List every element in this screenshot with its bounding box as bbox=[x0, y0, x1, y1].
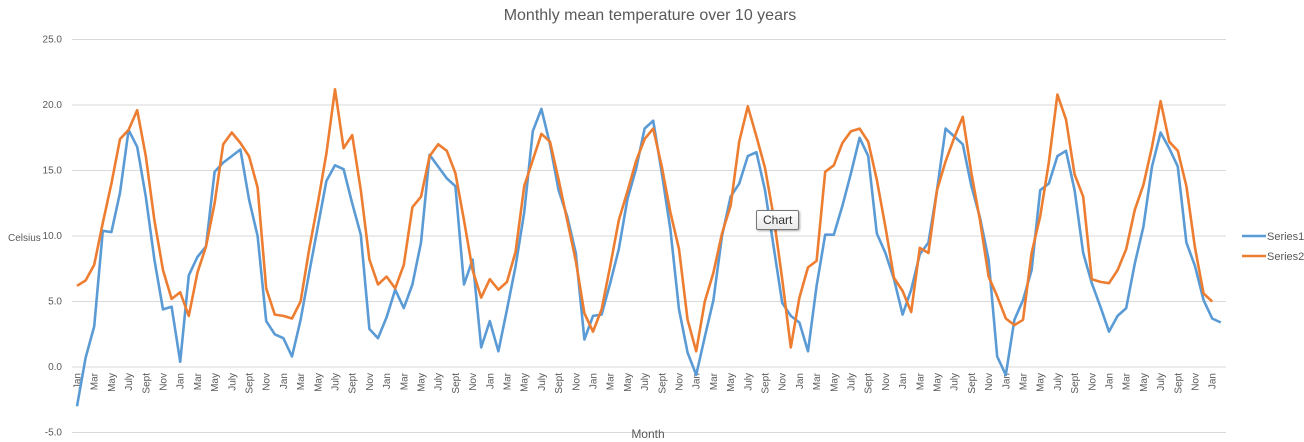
x-tick-label: Nov bbox=[262, 373, 273, 391]
x-tick-label: July bbox=[640, 373, 651, 391]
x-tick-label: July bbox=[331, 373, 342, 391]
x-tick-label: Mar bbox=[193, 372, 204, 390]
chart-tooltip: Chart bbox=[756, 210, 800, 230]
legend: Series1 Series2 bbox=[1242, 231, 1304, 263]
x-tick-label: May bbox=[1036, 373, 1047, 392]
x-tick-label: July bbox=[743, 373, 754, 391]
x-tick-label: Sept bbox=[1173, 373, 1184, 394]
x-tick-label: Mar bbox=[399, 372, 410, 390]
x-tick-label: Sept bbox=[761, 373, 772, 394]
x-tick-label: Sept bbox=[554, 373, 565, 394]
x-tick-label: Jan bbox=[1208, 373, 1219, 389]
x-tick-label: Sept bbox=[141, 373, 152, 394]
x-tick-label: Sept bbox=[451, 373, 462, 394]
x-tick-label: Nov bbox=[159, 373, 170, 391]
x-tick-label: Mar bbox=[90, 372, 101, 390]
x-tick-label: Mar bbox=[296, 372, 307, 390]
x-tick-label: Mar bbox=[1122, 372, 1133, 390]
x-tick-label: Jan bbox=[1105, 373, 1116, 389]
x-tick-label: May bbox=[107, 373, 118, 392]
x-tick-label: May bbox=[210, 373, 221, 392]
x-tick-label: July bbox=[434, 373, 445, 391]
x-tick-label: July bbox=[1156, 373, 1167, 391]
x-tick-label: Sept bbox=[348, 373, 359, 394]
x-tick-label: May bbox=[623, 373, 634, 392]
x-tick-label: Sept bbox=[967, 373, 978, 394]
x-tick-label: Jan bbox=[795, 373, 806, 389]
x-tick-label: July bbox=[847, 373, 858, 391]
x-tick-label: Jan bbox=[382, 373, 393, 389]
legend-label: Series1 bbox=[1267, 231, 1304, 243]
x-tick-label: Jan bbox=[176, 373, 187, 389]
x-tick-label: May bbox=[933, 373, 944, 392]
x-tick-label: Nov bbox=[365, 373, 376, 391]
x-tick-label: Nov bbox=[1191, 373, 1202, 391]
x-tick-label: July bbox=[124, 373, 135, 391]
x-tick-label: Nov bbox=[571, 373, 582, 391]
x-tick-label: May bbox=[829, 373, 840, 392]
x-tick-label: Jan bbox=[1001, 373, 1012, 389]
y-tick-label: -5.0 bbox=[45, 428, 63, 439]
x-tick-label: May bbox=[1139, 373, 1150, 392]
x-tick-label: Jan bbox=[692, 373, 703, 389]
x-tick-label: Jan bbox=[898, 373, 909, 389]
x-tick-label: July bbox=[227, 373, 238, 391]
legend-label: Series2 bbox=[1267, 251, 1304, 263]
x-tick-label: July bbox=[537, 373, 548, 391]
x-tick-label: Mar bbox=[915, 372, 926, 390]
chart-title: Monthly mean temperature over 10 years bbox=[504, 7, 797, 24]
x-tick-label: Jan bbox=[589, 373, 600, 389]
x-tick-label: Nov bbox=[984, 373, 995, 391]
y-tick-label: 15.0 bbox=[43, 166, 63, 177]
x-tick-label: Sept bbox=[245, 373, 256, 394]
x-tick-label: Mar bbox=[709, 372, 720, 390]
x-tick-label: Nov bbox=[468, 373, 479, 391]
x-tick-label: Nov bbox=[881, 373, 892, 391]
series-line-series1[interactable] bbox=[75, 107, 1222, 407]
x-tick-label: Sept bbox=[657, 373, 668, 394]
x-tick-label: Mar bbox=[503, 372, 514, 390]
x-tick-label: Nov bbox=[778, 373, 789, 391]
x-tick-label: May bbox=[313, 373, 324, 392]
x-tick-label: July bbox=[950, 373, 961, 391]
y-tick-label: 0.0 bbox=[48, 362, 62, 373]
x-tick-label: May bbox=[417, 373, 428, 392]
x-tick-label: Nov bbox=[675, 373, 686, 391]
x-tick-label: Jan bbox=[485, 373, 496, 389]
x-tick-label: Sept bbox=[1070, 373, 1081, 394]
x-tick-label: Sept bbox=[864, 373, 875, 394]
y-tick-label: 25.0 bbox=[43, 35, 63, 46]
x-tick-label: May bbox=[520, 373, 531, 392]
x-tick-label: Mar bbox=[812, 372, 823, 390]
y-tick-label: 10.0 bbox=[43, 231, 63, 242]
x-tick-label: May bbox=[726, 373, 737, 392]
x-tick-label: Jan bbox=[73, 373, 84, 389]
x-tick-label: Nov bbox=[1087, 373, 1098, 391]
x-tick-label: Mar bbox=[1019, 372, 1030, 390]
y-axis-title: Celsius bbox=[8, 233, 41, 244]
y-tick-label: 20.0 bbox=[43, 100, 63, 111]
series-line-series2[interactable] bbox=[76, 88, 1214, 353]
y-tick-label: 5.0 bbox=[48, 297, 62, 308]
x-tick-label: July bbox=[1053, 373, 1064, 391]
x-tick-label: Mar bbox=[606, 372, 617, 390]
x-tick-label: Jan bbox=[279, 373, 290, 389]
x-axis-title: Month bbox=[631, 427, 664, 441]
